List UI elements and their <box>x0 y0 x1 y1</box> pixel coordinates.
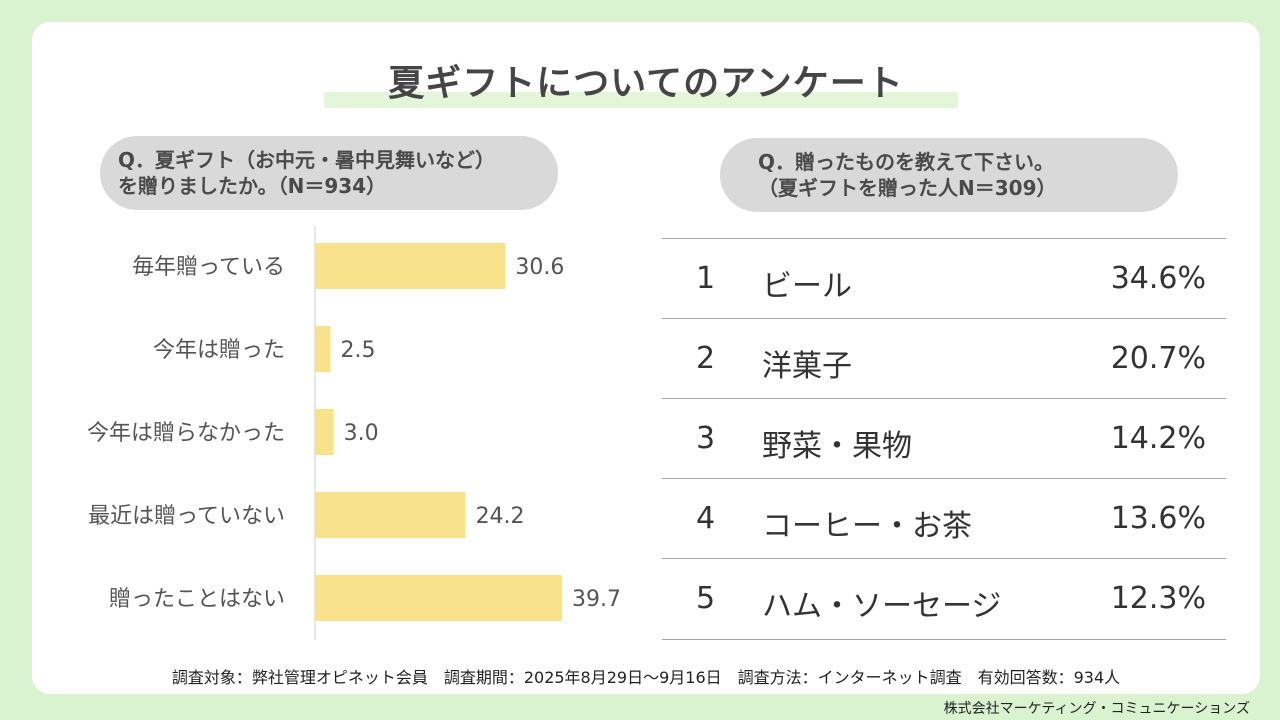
category-label: 今年は贈らなかった <box>87 421 285 446</box>
rank-item: 野菜・果物 <box>762 429 912 464</box>
ranking-row-5: 5 ハム・ソーセージ 12.3% <box>662 558 1226 640</box>
right-question-line1: Q．贈ったものを教えて下さい。 <box>758 150 1055 174</box>
survey-footnote: 調査対象：弊社管理オピネット会員 調査期間：2025年8月29日～9月16日 調… <box>171 668 1121 687</box>
right-question-pill: Q．贈ったものを教えて下さい。 （夏ギフトを贈った人N＝309） <box>720 138 1178 212</box>
ranking-row-4: 4 コーヒー・お茶 13.6% <box>662 478 1226 558</box>
bar <box>315 326 331 372</box>
rank-percent: 14.2% <box>1110 421 1206 456</box>
rank-percent: 34.6% <box>1110 261 1206 296</box>
bar-value-label: 39.7 <box>572 587 621 612</box>
rank-item: コーヒー・お茶 <box>762 509 972 544</box>
category-label: 毎年贈っている <box>132 255 285 280</box>
title-highlight <box>324 92 958 108</box>
ranking-row-2: 2 洋菓子 20.7% <box>662 318 1226 398</box>
rank-item: ハム・ソーセージ <box>762 589 1002 624</box>
bar-value-label: 2.5 <box>341 338 376 363</box>
bar <box>315 492 466 538</box>
bar <box>315 409 334 455</box>
rank-number: 2 <box>696 341 716 376</box>
bar <box>315 575 563 621</box>
ranking-row-1: 1 ビール 34.6% <box>662 238 1226 318</box>
left-question-pill: Q．夏ギフト（お中元・暑中見舞いなど） を贈りましたか。（N＝934） <box>100 136 558 210</box>
bar-value-label: 3.0 <box>344 421 379 446</box>
rank-item: ビール <box>762 269 852 304</box>
rank-percent: 12.3% <box>1110 581 1206 616</box>
rank-percent: 20.7% <box>1110 341 1206 376</box>
company-name: 株式会社マーケティング・コミュニケーションズ <box>943 701 1250 717</box>
survey-card: 夏ギフトについてのアンケート Q．夏ギフト（お中元・暑中見舞いなど） を贈りまし… <box>32 22 1260 694</box>
rank-number: 3 <box>696 421 716 456</box>
category-label: 今年は贈った <box>153 338 285 363</box>
category-label: 贈ったことはない <box>109 587 285 612</box>
bar-chart: 毎年贈っている 30.6 今年は贈った 2.5 今年は贈らなかった 3.0 最近は贈っていな… <box>87 226 621 640</box>
left-question-line1: Q．夏ギフト（お中元・暑中見舞いなど） <box>118 148 496 172</box>
rank-number: 1 <box>696 261 716 296</box>
rank-number: 5 <box>696 581 716 616</box>
ranking-table: 1 ビール 34.6% 2 洋菓子 20.7% 3 野菜・果物 14.2% 4 … <box>662 238 1226 640</box>
rank-percent: 13.6% <box>1110 501 1206 536</box>
left-question-line2: を贈りましたか。（N＝934） <box>118 174 387 198</box>
bar-value-label: 30.6 <box>515 255 564 280</box>
rank-item: 洋菓子 <box>762 349 852 384</box>
right-question-line2: （夏ギフトを贈った人N＝309） <box>758 176 1057 200</box>
category-label: 最近は贈っていない <box>88 504 285 529</box>
rank-number: 4 <box>696 501 716 536</box>
bar <box>315 243 506 289</box>
ranking-row-3: 3 野菜・果物 14.2% <box>662 398 1226 478</box>
title-area: 夏ギフトについてのアンケート <box>32 22 1260 132</box>
page-title: 夏ギフトについてのアンケート <box>388 63 904 104</box>
bar-value-label: 24.2 <box>476 504 525 529</box>
